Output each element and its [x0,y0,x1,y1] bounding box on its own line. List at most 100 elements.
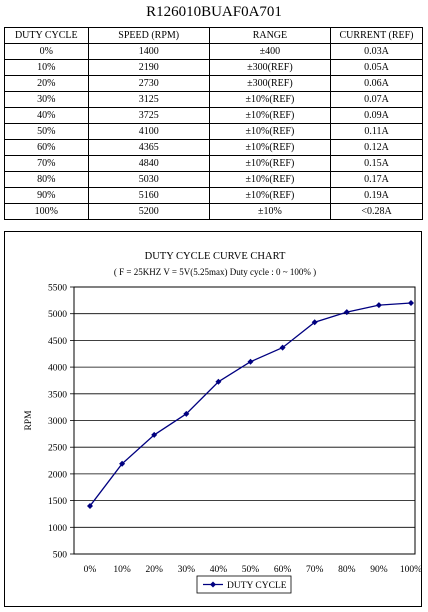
data-point [183,410,190,417]
x-tick-label: 80% [338,565,356,575]
y-tick-label: 500 [53,551,68,561]
y-tick-label: 2500 [48,444,67,454]
table-row: 70% 4840 ±10%(REF) 0.15A [4,155,423,172]
header-current: CURRENT (REF) [330,27,423,44]
table-header-row: DUTY CYCLE SPEED (RPM) RANGE CURRENT (RE… [4,27,423,44]
cell-speed: 2730 [87,75,210,92]
cell-speed: 4365 [87,139,210,156]
cell-range: ±10%(REF) [208,107,332,124]
cell-current: 0.03A [330,43,423,60]
header-speed: SPEED (RPM) [87,27,210,44]
cell-duty-cycle: 60% [4,139,89,156]
cell-duty-cycle: 80% [4,171,89,188]
cell-duty-cycle: 50% [4,123,89,140]
data-point [215,378,222,385]
cell-current: 0.17A [330,171,423,188]
table-row: 60% 4365 ±10%(REF) 0.12A [4,139,423,156]
x-tick-label: 50% [242,565,260,575]
y-tick-label: 2000 [48,470,67,480]
data-point [408,300,414,307]
data-point [311,319,318,326]
legend-box [196,575,292,594]
part-number-title: R126010BUAF0A701 [146,4,282,20]
cell-speed: 5160 [87,187,210,204]
cell-current: 0.07A [330,91,423,108]
cell-current: 0.15A [330,155,423,172]
x-tick-label: 60% [274,565,292,575]
cell-range: ±300(REF) [208,75,332,92]
y-tick-label: 5500 [48,284,67,294]
cell-current: 0.12A [330,139,423,156]
data-point [87,502,93,509]
header-range: RANGE [208,27,332,44]
table-row: 20% 2730 ±300(REF) 0.06A [4,75,423,92]
table-row: 0% 1400 ±400 0.03A [4,43,423,60]
chart-frame: DUTY CYCLE CURVE CHART ( F = 25KHZ V = 5V… [4,231,422,607]
spec-table: DUTY CYCLE SPEED (RPM) RANGE CURRENT (RE… [4,27,423,220]
cell-duty-cycle: 30% [4,91,89,108]
cell-speed: 5200 [87,203,210,220]
cell-duty-cycle: 10% [4,59,89,76]
cell-duty-cycle: 40% [4,107,89,124]
data-point [375,302,382,309]
cell-speed: 4840 [87,155,210,172]
cell-current: 0.09A [330,107,423,124]
y-tick-label: 1500 [48,497,67,507]
data-point [151,431,158,438]
cell-range: ±400 [208,43,332,60]
x-tick-label: 0% [84,565,97,575]
cell-duty-cycle: 90% [4,187,89,204]
table-row: 10% 2190 ±300(REF) 0.05A [4,59,423,76]
table-row: 80% 5030 ±10%(REF) 0.17A [4,171,423,188]
cell-range: ±10%(REF) [208,187,332,204]
cell-speed: 2190 [87,59,210,76]
x-tick-label: 40% [210,565,228,575]
y-axis-label: RPM [24,410,34,431]
y-tick-label: 1000 [48,524,67,534]
cell-duty-cycle: 0% [4,43,89,60]
cell-speed: 5030 [87,171,210,188]
cell-current: 0.19A [330,187,423,204]
cell-current: 0.11A [330,123,423,140]
cell-range: ±10%(REF) [208,91,332,108]
data-point [343,309,350,316]
table-row: 100% 5200 ±10% <0.28A [4,203,423,220]
cell-current: 0.06A [330,75,423,92]
y-tick-label: 3000 [48,417,67,427]
x-tick-label: 100% [400,565,421,575]
cell-duty-cycle: 100% [4,203,89,220]
cell-speed: 1400 [87,43,210,60]
data-point [279,344,286,351]
y-tick-label: 3500 [48,390,67,400]
x-tick-label: 30% [178,565,196,575]
chart-title: DUTY CYCLE CURVE CHART [145,251,286,262]
x-tick-label: 20% [145,565,163,575]
cell-speed: 3125 [87,91,210,108]
chart-subtitle: ( F = 25KHZ V = 5V(5.25max) Duty cycle :… [114,267,316,277]
cell-current: <0.28A [330,203,423,220]
duty-cycle-chart: DUTY CYCLE CURVE CHART ( F = 25KHZ V = 5V… [24,251,421,594]
series-line [89,302,412,507]
cell-range: ±10%(REF) [208,123,332,140]
cell-speed: 4100 [87,123,210,140]
plot-area-border [73,286,416,555]
y-tick-label: 4500 [48,337,67,347]
cell-speed: 3725 [87,107,210,124]
x-tick-label: 70% [306,565,324,575]
x-tick-label: 90% [370,565,388,575]
legend-label: DUTY CYCLE [227,581,287,591]
cell-duty-cycle: 20% [4,75,89,92]
table-row: 50% 4100 ±10%(REF) 0.11A [4,123,423,140]
cell-duty-cycle: 70% [4,155,89,172]
cell-current: 0.05A [330,59,423,76]
y-tick-label: 4000 [48,364,67,374]
cell-range: ±10%(REF) [208,139,332,156]
cell-range: ±10%(REF) [208,155,332,172]
data-point [119,460,126,467]
y-tick-label: 5000 [48,310,67,320]
legend-marker [210,581,216,588]
table-row: 40% 3725 ±10%(REF) 0.09A [4,107,423,124]
cell-range: ±300(REF) [208,59,332,76]
cell-range: ±10%(REF) [208,171,332,188]
table-row: 90% 5160 ±10%(REF) 0.19A [4,187,423,204]
